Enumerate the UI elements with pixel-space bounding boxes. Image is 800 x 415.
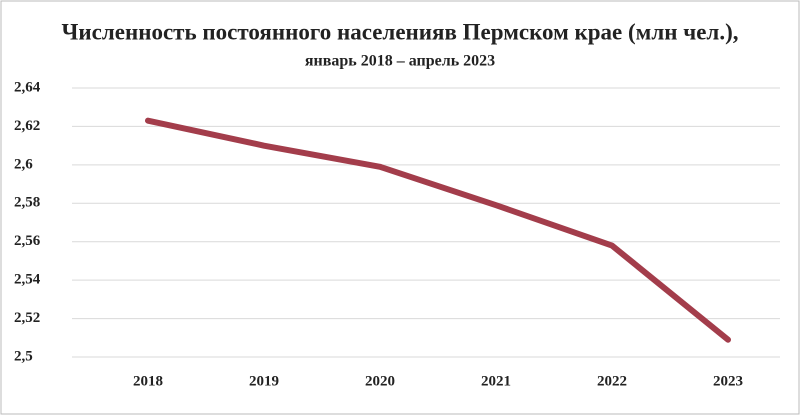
y-tick-label: 2,6 xyxy=(14,156,33,172)
chart-title: Численность постоянного населенияв Пермс… xyxy=(62,19,739,44)
y-tick-label: 2,52 xyxy=(14,310,40,326)
data-line xyxy=(145,117,731,343)
x-tick-label: 2021 xyxy=(481,373,511,389)
y-tick-label: 2,58 xyxy=(14,195,40,211)
y-tick-label: 2,64 xyxy=(14,79,41,95)
x-tick-label: 2019 xyxy=(249,373,279,389)
x-tick-label: 2023 xyxy=(713,373,743,389)
chart-subtitle: январь 2018 – апрель 2023 xyxy=(305,53,495,70)
y-tick-label: 2,62 xyxy=(14,118,40,134)
y-tick-label: 2,54 xyxy=(14,272,41,288)
y-tick-label: 2,56 xyxy=(14,233,41,249)
y-tick-label: 2,5 xyxy=(14,348,33,364)
x-tick-label: 2020 xyxy=(365,373,395,389)
x-tick-label: 2022 xyxy=(597,373,627,389)
x-tick-label: 2018 xyxy=(133,373,163,389)
